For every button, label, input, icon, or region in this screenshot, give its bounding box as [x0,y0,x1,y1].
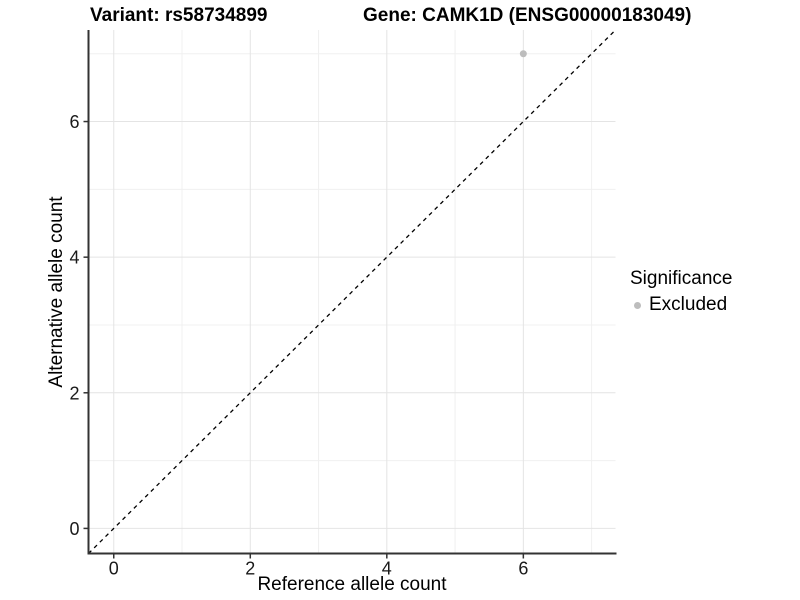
gridlines-major [88,30,616,554]
y-tick-label: 0 [69,519,79,539]
x-tick-label: 4 [382,559,392,579]
axis-lines [87,30,617,555]
y-tick-label: 2 [69,383,79,403]
data-point [519,50,527,58]
data-points [519,50,527,58]
legend-entry-label: Excluded [649,294,728,315]
gridlines-minor [88,30,616,554]
legend-entry-excluded: Excluded [630,294,732,316]
legend-title: Significance [630,268,733,289]
x-tick-label: 2 [245,559,255,579]
axis-tick-marks [83,120,525,559]
y-tick-label: 6 [69,112,79,132]
legend: Significance Excluded [630,268,732,316]
axis-tick-labels: 0 2 4 6 0 2 4 6 [69,112,528,578]
plot-title-variant: Variant: rs58734899 [90,5,268,26]
x-tick-label: 6 [518,559,528,579]
y-tick-label: 4 [69,248,79,268]
legend-point-icon [634,301,641,309]
identity-reference-line [88,29,616,554]
x-tick-label: 0 [109,559,119,579]
y-axis-title: Alternative allele count [46,196,67,388]
plot-title-gene: Gene: CAMK1D (ENSG00000183049) [363,5,692,26]
x-axis-title: Reference allele count [257,574,447,595]
